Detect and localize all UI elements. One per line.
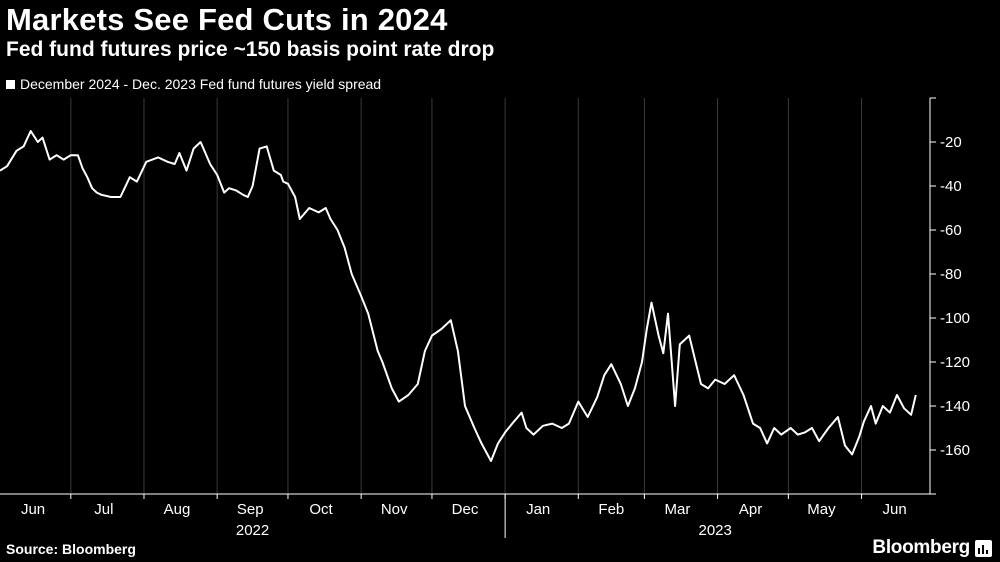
legend-label: December 2024 - Dec. 2023 Fed fund futur…	[20, 76, 382, 92]
x-tick-label: Feb	[598, 501, 624, 518]
brand-icon	[975, 539, 992, 557]
x-tick-label: May	[807, 501, 836, 518]
chart-title: Markets See Fed Cuts in 2024	[6, 2, 448, 37]
x-tick-label: Oct	[309, 501, 333, 518]
brand-name: Bloomberg	[872, 537, 970, 558]
y-tick-label: -140	[940, 398, 970, 415]
x-tick-label: Jun	[21, 501, 45, 518]
legend-swatch	[6, 79, 15, 89]
x-tick-label: Jul	[94, 501, 113, 518]
y-tick-label: -80	[940, 266, 962, 283]
x-tick-label: Jan	[526, 501, 550, 518]
legend: December 2024 - Dec. 2023 Fed fund futur…	[6, 76, 381, 92]
source-note: Source: Bloomberg	[6, 541, 136, 557]
brand-logo: Bloomberg	[872, 537, 992, 559]
chart-subtitle: Fed fund futures price ~150 basis point …	[6, 38, 495, 61]
year-label: 2023	[699, 522, 732, 539]
year-label: 2022	[236, 522, 269, 539]
x-tick-label: Dec	[452, 501, 479, 518]
x-tick-label: Apr	[739, 501, 762, 518]
y-tick-label: -160	[940, 442, 970, 459]
x-tick-label: Sep	[237, 501, 264, 518]
series-line	[0, 130, 917, 462]
x-tick-label: Jun	[883, 501, 907, 518]
y-tick-label: -100	[940, 310, 970, 327]
y-tick-label: -120	[940, 354, 970, 371]
y-tick-label: -20	[940, 134, 962, 151]
y-tick-label: -40	[940, 178, 962, 195]
x-tick-label: Nov	[381, 501, 408, 518]
y-tick-label: -60	[940, 222, 962, 239]
x-tick-label: Aug	[164, 501, 191, 518]
x-tick-label: Mar	[665, 501, 691, 518]
